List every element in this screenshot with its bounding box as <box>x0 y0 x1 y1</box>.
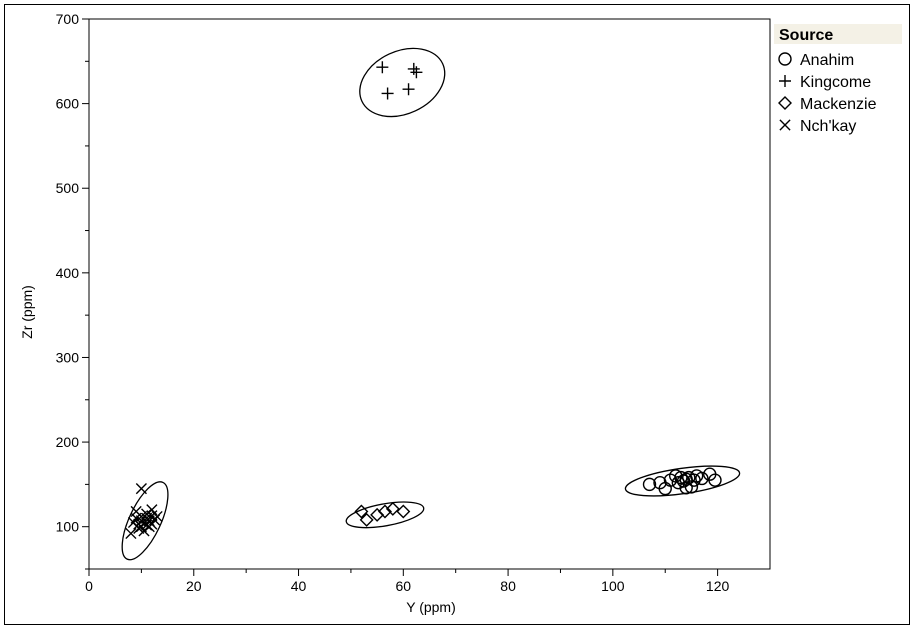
x-tick-label: 60 <box>396 578 412 594</box>
data-point <box>135 483 147 495</box>
legend-marker <box>779 119 791 131</box>
y-tick-label: 100 <box>56 519 80 535</box>
legend-label: Mackenzie <box>800 96 877 113</box>
y-tick-label: 700 <box>56 11 80 27</box>
x-tick-label: 100 <box>601 578 625 594</box>
legend-marker <box>779 75 791 87</box>
data-point <box>376 61 389 74</box>
data-point <box>125 527 137 540</box>
x-axis-title: Y (ppm) <box>406 599 456 615</box>
y-axis-title: Zr (ppm) <box>19 285 35 339</box>
y-tick-label: 400 <box>56 265 80 281</box>
data-point <box>146 504 158 516</box>
data-point <box>138 525 150 537</box>
data-point <box>354 504 369 519</box>
axis-layer: Y (ppm) Zr (ppm) 0 20 40 60 80 100 120 100 200 30… <box>19 11 730 615</box>
confidence-ellipse <box>624 465 741 497</box>
y-tick-label: 200 <box>56 434 80 450</box>
frame-layer <box>4 4 910 625</box>
data-point <box>407 62 420 75</box>
x-tick-label: 120 <box>706 578 730 594</box>
y-tick-label: 300 <box>56 349 80 365</box>
outer-border <box>4 4 910 625</box>
legend-label: Nch'kay <box>800 118 856 135</box>
data-point <box>151 510 163 523</box>
data-point <box>396 504 411 519</box>
data-point <box>402 83 415 96</box>
data-point <box>708 473 722 487</box>
data-point <box>410 66 423 79</box>
data-point <box>370 507 385 522</box>
legend-title-background <box>774 24 902 44</box>
legend-label: Kingcome <box>800 74 871 91</box>
legend-label: Anahim <box>800 52 854 69</box>
x-tick-label: 0 <box>85 578 93 594</box>
data-point <box>359 512 374 527</box>
legend: Source Anahim Kingcome Mackenzie Nch'kay <box>774 24 902 135</box>
data-point <box>684 480 699 494</box>
x-tick-label: 20 <box>186 578 202 594</box>
x-tick-label: 80 <box>500 578 516 594</box>
confidence-ellipse <box>359 47 446 118</box>
y-tick-label: 600 <box>56 96 80 112</box>
data-point <box>679 481 693 495</box>
legend-marker <box>778 52 792 66</box>
data-point <box>381 87 394 100</box>
data-point <box>377 504 392 519</box>
legend-title: Source <box>779 27 833 44</box>
plot-frame <box>88 18 771 570</box>
confidence-ellipse <box>121 481 169 561</box>
y-tick-label: 500 <box>56 180 80 196</box>
x-tick-label: 40 <box>291 578 307 594</box>
data-point <box>385 501 400 516</box>
data-point <box>642 477 657 492</box>
point-layer <box>125 61 722 540</box>
data-point <box>695 471 709 486</box>
confidence-ellipse <box>345 501 425 529</box>
ellipse-layer <box>121 47 741 561</box>
legend-marker <box>778 96 792 110</box>
